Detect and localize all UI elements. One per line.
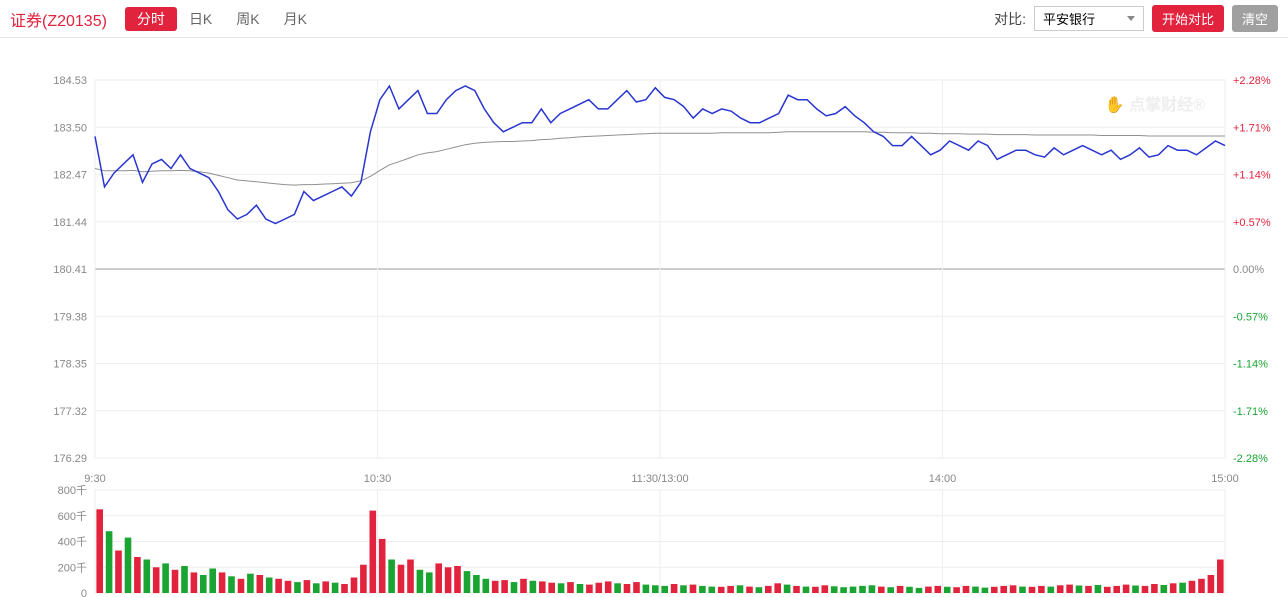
svg-text:180.41: 180.41	[53, 264, 87, 276]
svg-text:176.29: 176.29	[53, 453, 87, 465]
svg-text:+2.28%: +2.28%	[1233, 75, 1271, 87]
svg-text:183.50: 183.50	[53, 122, 87, 134]
svg-text:184.53: 184.53	[53, 75, 87, 87]
svg-text:-2.28%: -2.28%	[1233, 453, 1268, 465]
compare-select-value: 平安银行	[1043, 9, 1095, 28]
svg-text:0: 0	[81, 588, 87, 597]
tab-2[interactable]: 周K	[224, 7, 271, 31]
svg-text:+1.14%: +1.14%	[1233, 170, 1271, 182]
svg-text:10:30: 10:30	[364, 473, 392, 485]
svg-text:179.38: 179.38	[53, 311, 87, 323]
svg-text:15:00: 15:00	[1211, 473, 1239, 485]
svg-text:177.32: 177.32	[53, 406, 87, 418]
svg-text:0.00%: 0.00%	[1233, 264, 1264, 276]
compare-select[interactable]: 平安银行	[1034, 6, 1144, 31]
tab-0[interactable]: 分时	[125, 7, 177, 31]
svg-text:14:00: 14:00	[929, 473, 957, 485]
svg-text:181.44: 181.44	[53, 217, 87, 229]
svg-text:178.35: 178.35	[53, 359, 87, 371]
svg-text:400千: 400千	[58, 536, 87, 549]
svg-text:182.47: 182.47	[53, 170, 87, 182]
tab-1[interactable]: 日K	[177, 7, 224, 31]
svg-text:800千: 800千	[58, 484, 87, 497]
svg-text:9:30: 9:30	[84, 473, 105, 485]
top-toolbar: 证券(Z20135) 分时日K周K月K 对比: 平安银行 开始对比 清空	[0, 0, 1288, 38]
svg-text:600千: 600千	[58, 510, 87, 523]
chart-area: 184.53 +2.28% 183.50 +1.71% 182.47 +1.14% 181.…	[0, 38, 1288, 597]
start-compare-button[interactable]: 开始对比	[1152, 5, 1224, 32]
svg-text:+1.71%: +1.71%	[1233, 122, 1271, 134]
svg-text:-1.14%: -1.14%	[1233, 359, 1268, 371]
svg-text:200千: 200千	[58, 561, 87, 574]
chevron-down-icon	[1127, 16, 1135, 21]
svg-text:+0.57%: +0.57%	[1233, 217, 1271, 229]
tab-3[interactable]: 月K	[272, 7, 319, 31]
clear-button[interactable]: 清空	[1232, 5, 1278, 32]
compare-label: 对比:	[994, 9, 1026, 29]
svg-text:11:30/13:00: 11:30/13:00	[631, 473, 688, 485]
svg-text:-0.57%: -0.57%	[1233, 311, 1268, 323]
svg-text:-1.71%: -1.71%	[1233, 406, 1268, 418]
svg-text:✋ 点掌财经®: ✋ 点掌财经®	[1105, 95, 1205, 114]
stock-title: 证券(Z20135)	[10, 7, 107, 31]
